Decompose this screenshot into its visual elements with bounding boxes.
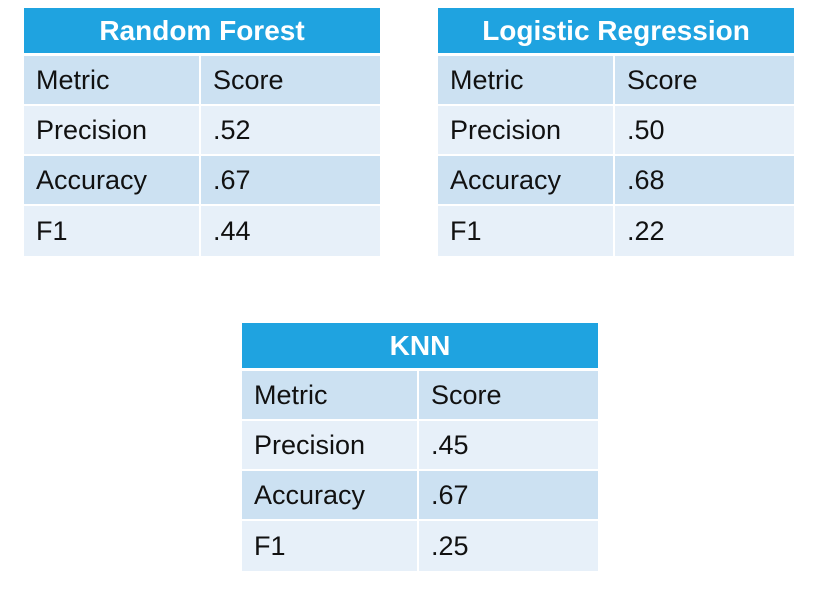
table-row: Precision .52 [24,106,380,156]
score-cell: .68 [627,164,665,195]
table-row: Accuracy .67 [242,471,598,521]
metric-cell: Accuracy [242,471,419,519]
metric-cell: Precision [24,106,201,154]
table-title: Logistic Regression [438,8,794,56]
metric-cell: Precision [438,106,615,154]
table-row: F1 .25 [242,521,598,571]
table-title: KNN [242,323,598,371]
metric-cell: F1 [438,206,615,256]
table-row: Accuracy .68 [438,156,794,206]
metric-cell: Accuracy [24,156,201,204]
random-forest-table: Random Forest Metric Score Precision .52… [24,8,380,256]
column-header-score: Score [213,64,284,95]
table-row: F1 .22 [438,206,794,256]
table-header-row: Metric Score [24,56,380,106]
column-header-score: Score [431,379,502,410]
table-header-row: Metric Score [438,56,794,106]
score-cell: .67 [213,164,251,195]
score-cell: .45 [431,429,469,460]
column-header-metric: Metric [24,56,201,104]
column-header-metric: Metric [438,56,615,104]
score-cell: .50 [627,114,665,145]
knn-table: KNN Metric Score Precision .45 Accuracy … [242,323,598,571]
score-cell: .67 [431,479,469,510]
table-row: Accuracy .67 [24,156,380,206]
column-header-score: Score [627,64,698,95]
table-row: F1 .44 [24,206,380,256]
score-cell: .22 [627,215,665,246]
column-header-metric: Metric [242,371,419,419]
score-cell: .25 [431,530,469,561]
metric-cell: F1 [24,206,201,256]
score-cell: .52 [213,114,251,145]
table-title: Random Forest [24,8,380,56]
score-cell: .44 [213,215,251,246]
table-row: Precision .50 [438,106,794,156]
metric-cell: Precision [242,421,419,469]
table-header-row: Metric Score [242,371,598,421]
metric-cell: F1 [242,521,419,571]
table-row: Precision .45 [242,421,598,471]
metric-cell: Accuracy [438,156,615,204]
logistic-regression-table: Logistic Regression Metric Score Precisi… [438,8,794,256]
